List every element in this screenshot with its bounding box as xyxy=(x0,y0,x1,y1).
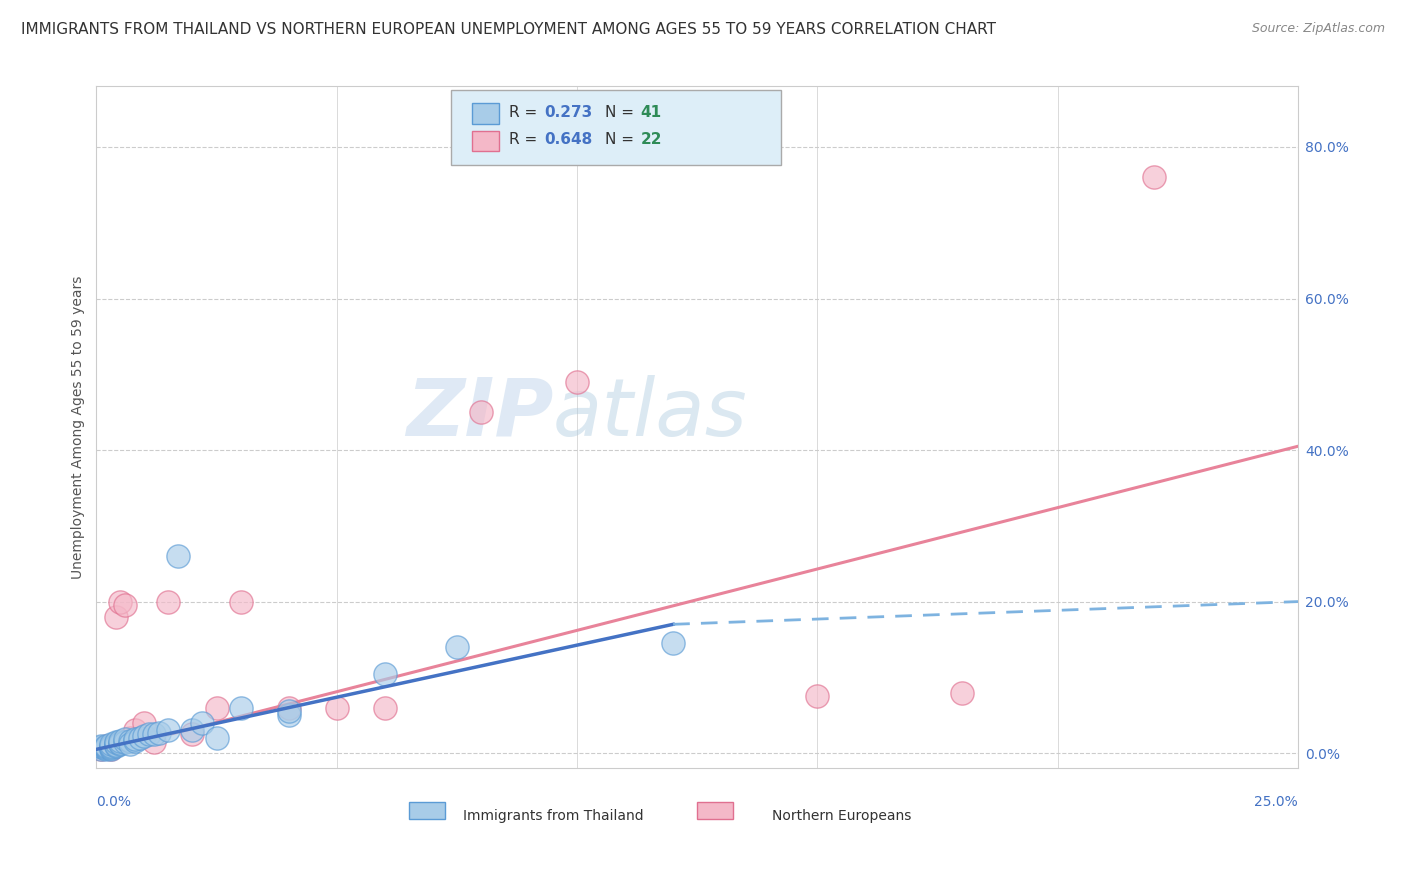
Point xyxy=(148,725,170,739)
Point xyxy=(374,700,396,714)
Text: IMMIGRANTS FROM THAILAND VS NORTHERN EUROPEAN UNEMPLOYMENT AMONG AGES 55 TO 59 Y: IMMIGRANTS FROM THAILAND VS NORTHERN EUR… xyxy=(21,22,995,37)
Y-axis label: Unemployment Among Ages 55 to 59 years: Unemployment Among Ages 55 to 59 years xyxy=(72,276,86,579)
Point xyxy=(118,737,141,751)
FancyBboxPatch shape xyxy=(451,90,782,165)
FancyBboxPatch shape xyxy=(409,803,444,820)
Point xyxy=(134,715,156,730)
Point xyxy=(470,405,492,419)
Point xyxy=(374,666,396,681)
Point xyxy=(94,740,117,755)
Point xyxy=(205,700,228,714)
Point xyxy=(118,734,141,748)
Point xyxy=(114,732,136,747)
Point xyxy=(325,700,347,714)
Point xyxy=(128,731,150,745)
Point xyxy=(100,739,122,754)
Point xyxy=(90,740,112,755)
Point xyxy=(100,740,122,755)
Text: Northern Europeans: Northern Europeans xyxy=(772,809,911,823)
Point xyxy=(181,727,204,741)
Point xyxy=(94,739,117,753)
Point xyxy=(124,732,146,747)
Point xyxy=(143,735,166,749)
Point xyxy=(100,742,122,756)
Point xyxy=(806,690,828,704)
FancyBboxPatch shape xyxy=(472,131,499,151)
Text: 25.0%: 25.0% xyxy=(1254,795,1298,809)
Point xyxy=(229,700,252,714)
Point xyxy=(104,739,127,753)
Point xyxy=(100,742,122,756)
Point xyxy=(565,375,588,389)
Text: 0.273: 0.273 xyxy=(544,104,593,120)
Text: Immigrants from Thailand: Immigrants from Thailand xyxy=(463,809,644,823)
Point xyxy=(110,737,132,751)
Point xyxy=(1143,170,1166,185)
Point xyxy=(124,723,146,738)
Point xyxy=(94,739,117,753)
Point xyxy=(277,700,299,714)
Point xyxy=(110,735,132,749)
Point xyxy=(181,723,204,738)
Point xyxy=(277,708,299,723)
Point xyxy=(124,734,146,748)
Point xyxy=(104,609,127,624)
Text: 0.0%: 0.0% xyxy=(97,795,131,809)
Point xyxy=(157,594,180,608)
Point xyxy=(110,734,132,748)
Text: ZIP: ZIP xyxy=(405,375,553,452)
Point xyxy=(104,735,127,749)
Point xyxy=(138,727,160,741)
Point xyxy=(90,742,112,756)
Point xyxy=(104,738,127,752)
Text: Source: ZipAtlas.com: Source: ZipAtlas.com xyxy=(1251,22,1385,36)
Text: N =: N = xyxy=(605,104,638,120)
Point xyxy=(104,736,127,750)
Point xyxy=(110,594,132,608)
Text: 22: 22 xyxy=(641,132,662,147)
Point xyxy=(191,715,214,730)
Point xyxy=(143,727,166,741)
Text: R =: R = xyxy=(509,104,541,120)
Point xyxy=(100,737,122,751)
Point xyxy=(90,742,112,756)
Point xyxy=(94,742,117,756)
Point xyxy=(167,549,190,563)
Text: 0.648: 0.648 xyxy=(544,132,593,147)
FancyBboxPatch shape xyxy=(697,803,733,820)
Point xyxy=(446,640,468,654)
Point xyxy=(118,731,141,745)
Text: R =: R = xyxy=(509,132,541,147)
Point xyxy=(205,731,228,745)
Text: 41: 41 xyxy=(641,104,662,120)
Point xyxy=(90,739,112,753)
Point xyxy=(950,685,973,699)
Point xyxy=(662,636,685,650)
Point xyxy=(100,740,122,755)
Point xyxy=(157,723,180,738)
Text: atlas: atlas xyxy=(553,375,748,452)
Point xyxy=(229,594,252,608)
Point xyxy=(94,740,117,755)
FancyBboxPatch shape xyxy=(472,103,499,124)
Point xyxy=(114,599,136,613)
Point xyxy=(134,730,156,744)
Text: N =: N = xyxy=(605,132,638,147)
Point xyxy=(277,705,299,719)
Point xyxy=(114,735,136,749)
